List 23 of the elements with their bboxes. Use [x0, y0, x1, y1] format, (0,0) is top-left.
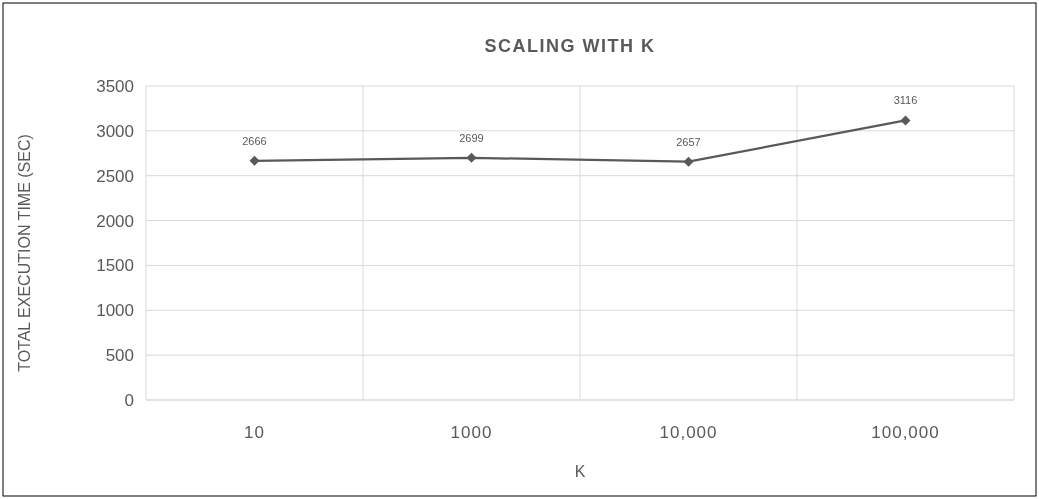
y-tick-label: 2000: [96, 211, 134, 231]
point: [683, 156, 694, 167]
y-tick-label: 3500: [96, 76, 134, 96]
y-axis-title: TOTAL EXECUTION TIME (SEC): [16, 134, 33, 372]
x-tick-label: 10: [244, 423, 265, 442]
x-tick-label: 10,000: [659, 423, 718, 442]
data-label: 3116: [893, 94, 918, 107]
y-tick-label: 3000: [96, 121, 134, 141]
y-tick-label: 1500: [96, 256, 134, 276]
point: [249, 155, 260, 166]
data-label: 2657: [676, 135, 701, 148]
y-tick-label: 1000: [96, 301, 134, 321]
x-tick-label: 100,000: [871, 423, 940, 442]
point: [466, 152, 477, 163]
x-axis-title: K: [574, 463, 586, 480]
y-tick-label: 0: [124, 390, 134, 410]
data-label: 2666: [242, 134, 267, 147]
y-tick-label: 500: [105, 346, 134, 366]
data-label: 2699: [459, 131, 484, 144]
point: [900, 115, 911, 126]
chart-title: SCALING WITH K: [484, 36, 656, 56]
x-tick-label: 1000: [450, 423, 493, 442]
y-tick-label: 2500: [96, 166, 134, 186]
